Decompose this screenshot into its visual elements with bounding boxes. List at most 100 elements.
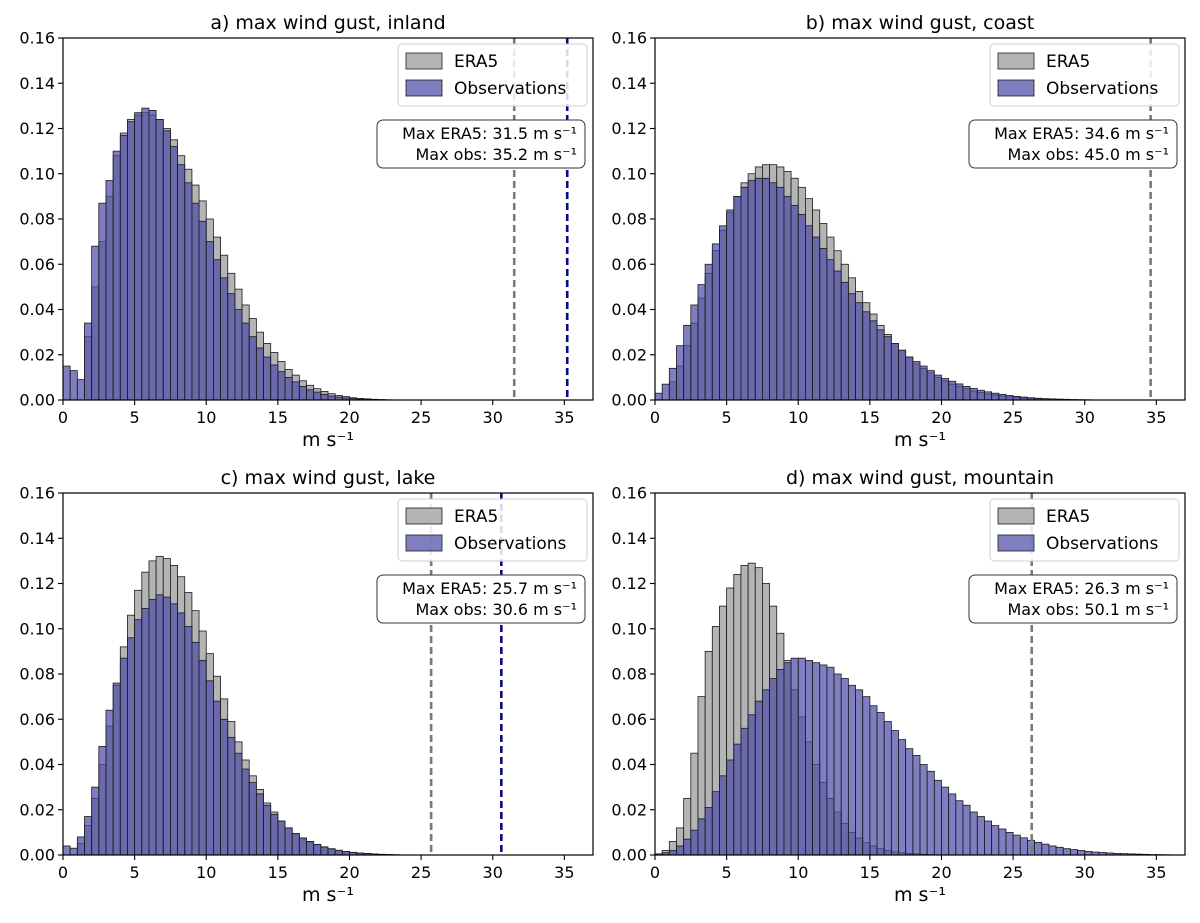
y-tick-label: 0.06 [611,255,647,274]
y-tick-label: 0.10 [19,164,55,183]
x-tick-label: 25 [1003,408,1023,427]
histogram-bar-obs [162,596,171,855]
x-tick-label: 25 [411,863,431,882]
histogram-bar-obs [898,349,907,400]
histogram-bar-obs [177,612,186,855]
legend-label-era5: ERA5 [454,52,498,72]
histogram-bar-obs [919,764,928,855]
histogram-bar-obs [270,364,279,400]
histogram-bar-obs [840,281,849,400]
x-tick-label: 30 [1075,863,1095,882]
histogram-bar-obs [220,718,229,855]
y-tick-label: 0.06 [19,255,55,274]
x-tick-label: 35 [554,408,574,427]
chart-panel-1: 0.00 0.02 0.04 0.06 0.08 0.10 0.12 0.14 0.16 0 5 10… [19,12,594,451]
histogram-bar-obs [227,736,236,855]
histogram-bar-obs [711,791,720,855]
histogram-bar-obs [127,121,136,400]
histogram-bar-obs [762,177,770,400]
y-tick-label: 0.00 [19,846,55,865]
histogram-bar-obs [661,383,670,400]
stats-max-era5: Max ERA5: 34.6 m s⁻¹ [994,124,1169,143]
histogram-bar-obs [840,678,849,855]
legend-label-era5: ERA5 [454,507,498,527]
histogram-bar-obs [762,689,770,855]
histogram-bar-obs [855,689,864,855]
histogram-bar-obs [905,748,914,855]
histogram-bar-obs [184,626,193,855]
histogram-bar-obs [270,813,279,855]
histogram-bar-obs [855,302,864,400]
histogram-bar-obs [969,811,978,855]
histogram-bar-obs [298,837,307,855]
histogram-bar-obs [668,850,677,855]
legend: ERA5 Observations [989,43,1180,107]
histogram-bar-obs [890,343,899,400]
histogram-bar-obs [191,641,200,855]
legend-swatch-era5 [405,507,443,525]
y-tick-label: 0.16 [19,484,55,503]
histogram-bar-obs [790,205,799,400]
histogram-bar-obs [205,680,214,855]
histogram-bar-obs [148,598,157,855]
histogram-bar-obs [248,336,257,400]
histogram-bar-obs [726,209,735,400]
histogram-bar-obs [1034,841,1043,855]
histogram-bar-obs [883,336,892,400]
stats-max-era5: Max ERA5: 31.5 m s⁻¹ [402,124,577,143]
x-tick-label: 35 [1146,863,1166,882]
y-tick-label: 0.08 [611,665,647,684]
histogram-bar-obs [668,367,677,400]
y-tick-label: 0.08 [19,665,55,684]
histogram-bar-obs [1077,850,1086,855]
chart-panel-3: 0.00 0.02 0.04 0.06 0.08 0.10 0.12 0.14 0.16 0 5 10… [19,467,594,906]
x-tick-label: 5 [722,863,732,882]
histogram-bar-obs [198,660,207,855]
y-tick-label: 0.04 [611,755,647,774]
y-tick-label: 0.10 [19,619,55,638]
legend-label-obs: Observations [1046,534,1159,554]
histogram-bar-obs [227,293,236,400]
histogram-bar-obs [862,696,871,855]
histogram-bar-obs [797,214,806,400]
histogram-bar-obs [313,843,322,855]
histogram-bar-obs [833,673,842,855]
histogram-bars [655,164,1093,400]
y-tick-label: 0.12 [611,119,647,138]
x-axis-label: m s⁻¹ [302,429,354,451]
histogram-bar-obs [155,594,164,855]
histogram-bar-obs [704,263,713,400]
histogram-bar-obs [998,828,1007,855]
stats-box-frame [968,574,1178,624]
histogram-bar-obs [962,386,971,400]
histogram-bar-obs [320,846,329,855]
histogram-bar-obs [955,383,964,400]
histogram-bar-obs [306,841,315,855]
x-axis-label: m s⁻¹ [894,429,946,451]
x-tick-label: 15 [860,863,880,882]
x-tick-label: 30 [1075,408,1095,427]
histogram-bar-obs [676,845,685,855]
histogram-bar-obs [263,356,272,400]
histogram-bar-obs [1005,395,1014,400]
histogram-bar-obs [191,202,200,400]
histogram-bar-obs [205,241,214,400]
histogram-bar-obs [76,379,85,400]
histogram-bar-obs [991,392,1000,400]
x-tick-label: 20 [931,408,951,427]
stats-box: Max ERA5: 34.6 m s⁻¹ Max obs: 45.0 m s⁻¹ [968,119,1178,169]
stats-max-era5: Max ERA5: 25.7 m s⁻¹ [402,579,577,598]
y-tick-label: 0.14 [611,529,647,548]
y-tick-label: 0.04 [19,755,55,774]
histogram-bar-obs [912,361,921,400]
histogram-bar-obs [933,779,942,855]
histogram-bar-obs [733,743,742,855]
histogram-bar-obs [148,110,157,400]
x-tick-label: 20 [339,408,359,427]
histogram-bar-obs [1019,837,1028,855]
histogram-bar-obs [1070,849,1078,855]
histogram-bar-obs [719,225,728,400]
histogram-bar-obs [91,786,100,855]
histogram-bar-obs [733,195,742,400]
